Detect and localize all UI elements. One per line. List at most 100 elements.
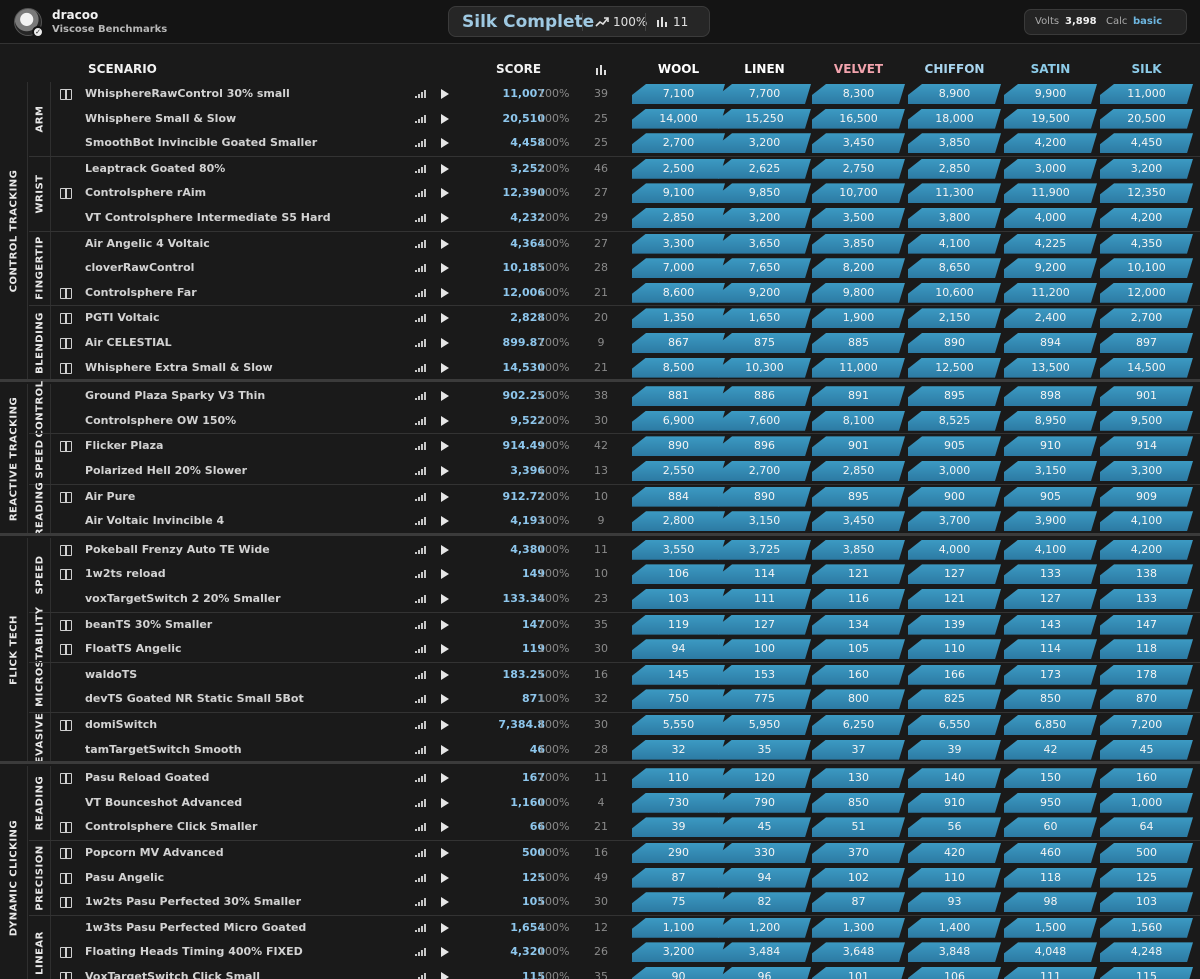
book-icon[interactable] bbox=[60, 897, 72, 909]
scenario-name[interactable]: VT Controlsphere Intermediate S5 Hard bbox=[85, 211, 331, 224]
play-icon[interactable] bbox=[441, 313, 449, 324]
scenario-name[interactable]: 1w3ts Pasu Perfected Micro Goated bbox=[85, 920, 307, 934]
scenario-name[interactable]: Whisphere Extra Small & Slow bbox=[85, 360, 273, 374]
table-row[interactable]: Whisphere Extra Small & Slow 14,530 100% 21… bbox=[52, 356, 1200, 380]
book-icon[interactable] bbox=[60, 822, 72, 834]
scenario-name[interactable]: Flicker Plaza bbox=[85, 439, 164, 453]
play-icon[interactable] bbox=[441, 644, 449, 655]
book-icon[interactable] bbox=[60, 773, 72, 785]
table-row[interactable]: tamTargetSwitch Smooth 46 100% 28 32 35 37 39 42… bbox=[52, 738, 1200, 762]
scenario-name[interactable]: devTS Goated NR Static Small 5Bot bbox=[85, 692, 304, 706]
table-row[interactable]: VT Controlsphere Intermediate S5 Hard 4,2… bbox=[52, 206, 1200, 230]
column-header-score[interactable]: SCORE bbox=[496, 62, 542, 76]
table-row[interactable]: Ground Plaza Sparky V3 Thin 902.25 100% 38 8… bbox=[52, 384, 1200, 408]
book-icon[interactable] bbox=[60, 313, 72, 325]
scenario-name[interactable]: Controlsphere Click Smaller bbox=[85, 820, 258, 834]
scenario-name[interactable]: Controlsphere rAim bbox=[85, 186, 207, 200]
scenario-name[interactable]: Air CELESTIAL bbox=[85, 336, 172, 349]
play-icon[interactable] bbox=[441, 773, 449, 784]
play-icon[interactable] bbox=[441, 947, 449, 958]
table-row[interactable]: VT Bounceshot Advanced 1,160 100% 4 730 790 85… bbox=[52, 791, 1200, 815]
scenario-name[interactable]: Pasu Reload Goated bbox=[85, 771, 210, 785]
book-icon[interactable] bbox=[60, 569, 72, 581]
table-row[interactable]: Flicker Plaza 914.49 100% 42 890 896 901 905 910… bbox=[52, 434, 1200, 458]
play-icon[interactable] bbox=[441, 516, 449, 527]
play-icon[interactable] bbox=[441, 619, 449, 630]
play-icon[interactable] bbox=[441, 138, 449, 149]
avatar[interactable]: ✓ bbox=[14, 8, 44, 38]
scenario-name[interactable]: Polarized Hell 20% Slower bbox=[85, 464, 248, 477]
play-icon[interactable] bbox=[441, 89, 449, 99]
play-icon[interactable] bbox=[441, 848, 449, 858]
book-icon[interactable] bbox=[60, 644, 72, 656]
play-icon[interactable] bbox=[441, 872, 449, 883]
book-icon[interactable] bbox=[60, 947, 72, 959]
scenario-name[interactable]: Whisphere Small & Slow bbox=[85, 111, 237, 125]
scenario-name[interactable]: beanTS 30% Smaller bbox=[85, 617, 213, 631]
table-row[interactable]: SmoothBot Invincible Goated Smaller 4,458… bbox=[52, 131, 1200, 155]
table-row[interactable]: VoxTargetSwitch Click Small 115 100% 35 90 96… bbox=[52, 965, 1200, 979]
table-row[interactable]: Controlsphere OW 150% 9,522 100% 30 6,900 7,6… bbox=[52, 409, 1200, 433]
scenario-name[interactable]: Air Angelic 4 Voltaic bbox=[85, 236, 210, 250]
scenario-name[interactable]: Leaptrack Goated 80% bbox=[85, 161, 226, 175]
column-header-rank[interactable]: WOOL bbox=[657, 62, 700, 76]
table-row[interactable]: Leaptrack Goated 80% 3,252 100% 46 2,500 2,62… bbox=[52, 157, 1200, 181]
play-icon[interactable] bbox=[441, 544, 449, 555]
play-icon[interactable] bbox=[441, 263, 449, 274]
play-icon[interactable] bbox=[441, 441, 449, 452]
user-name[interactable]: dracoo bbox=[52, 8, 99, 22]
scenario-name[interactable]: Popcorn MV Advanced bbox=[85, 846, 224, 859]
play-icon[interactable] bbox=[441, 391, 449, 402]
book-icon[interactable] bbox=[60, 287, 72, 299]
book-icon[interactable] bbox=[60, 848, 72, 859]
book-icon[interactable] bbox=[60, 491, 72, 503]
table-row[interactable]: Polarized Hell 20% Slower 3,396 100% 13 2,55… bbox=[52, 459, 1200, 483]
column-header-rank[interactable]: SATIN bbox=[1030, 62, 1071, 76]
book-icon[interactable] bbox=[60, 362, 72, 374]
play-icon[interactable] bbox=[441, 163, 449, 174]
play-icon[interactable] bbox=[441, 213, 449, 223]
table-row[interactable]: 1w2ts Pasu Perfected 30% Smaller 105 100% 3… bbox=[52, 890, 1200, 914]
table-row[interactable]: Controlsphere rAim 12,390 100% 27 9,100 9,850… bbox=[52, 181, 1200, 205]
play-icon[interactable] bbox=[441, 569, 449, 580]
book-icon[interactable] bbox=[60, 720, 72, 731]
play-icon[interactable] bbox=[441, 238, 449, 249]
play-icon[interactable] bbox=[441, 922, 449, 933]
play-icon[interactable] bbox=[441, 972, 449, 979]
scenario-name[interactable]: cloverRawControl bbox=[85, 261, 195, 275]
calc-mode-select[interactable]: basic bbox=[1133, 16, 1163, 27]
column-header-rank[interactable]: CHIFFON bbox=[924, 62, 985, 76]
scenario-name[interactable]: Pasu Angelic bbox=[85, 870, 165, 884]
play-icon[interactable] bbox=[441, 415, 449, 426]
table-row[interactable]: FloatTS Angelic 119 100% 30 94 100 105 110 114 11… bbox=[52, 637, 1200, 661]
column-header-scenario[interactable]: SCENARIO bbox=[88, 62, 157, 76]
scenario-name[interactable]: WhisphereRawControl 30% small bbox=[85, 87, 290, 100]
scenario-name[interactable]: Floating Heads Timing 400% FIXED bbox=[85, 945, 303, 959]
table-row[interactable]: Controlsphere Click Smaller 66 100% 21 39 45 5… bbox=[52, 815, 1200, 839]
table-row[interactable]: Pasu Angelic 125 100% 49 87 94 102 110 118 125 bbox=[52, 866, 1200, 890]
table-row[interactable]: beanTS 30% Smaller 147 100% 35 119 127 134 139 1… bbox=[52, 613, 1200, 637]
column-header-rank[interactable]: LINEN bbox=[744, 62, 785, 76]
scenario-name[interactable]: domiSwitch bbox=[85, 718, 158, 731]
table-row[interactable]: devTS Goated NR Static Small 5Bot 871 100%… bbox=[52, 687, 1200, 711]
table-row[interactable]: Pokeball Frenzy Auto TE Wide 4,380 100% 11 3… bbox=[52, 538, 1200, 562]
table-row[interactable]: voxTargetSwitch 2 20% Smaller 133.34 100% 2… bbox=[52, 587, 1200, 611]
book-icon[interactable] bbox=[60, 188, 72, 200]
table-row[interactable]: 1w3ts Pasu Perfected Micro Goated 1,654 10… bbox=[52, 916, 1200, 940]
book-icon[interactable] bbox=[60, 544, 72, 556]
table-row[interactable]: cloverRawControl 10,185 100% 28 7,000 7,650 8,… bbox=[52, 256, 1200, 280]
scenario-name[interactable]: Ground Plaza Sparky V3 Thin bbox=[85, 389, 266, 403]
book-icon[interactable] bbox=[60, 619, 72, 631]
table-row[interactable]: Controlsphere Far 12,006 100% 21 8,600 9,200 9… bbox=[52, 281, 1200, 305]
scenario-name[interactable]: PGTI Voltaic bbox=[85, 311, 160, 325]
play-icon[interactable] bbox=[441, 338, 449, 348]
play-icon[interactable] bbox=[441, 287, 449, 298]
table-row[interactable]: Air Angelic 4 Voltaic 4,364 100% 27 3,300 3,6… bbox=[52, 232, 1200, 256]
table-row[interactable]: Air CELESTIAL 899.87 100% 9 867 875 885 890 894 8… bbox=[52, 331, 1200, 355]
scenario-name[interactable]: VoxTargetSwitch Click Small bbox=[85, 970, 261, 979]
play-icon[interactable] bbox=[441, 466, 449, 476]
play-icon[interactable] bbox=[441, 822, 449, 833]
scenario-name[interactable]: Air Pure bbox=[85, 489, 136, 503]
scenario-name[interactable]: Controlsphere Far bbox=[85, 285, 197, 299]
book-icon[interactable] bbox=[60, 972, 72, 979]
